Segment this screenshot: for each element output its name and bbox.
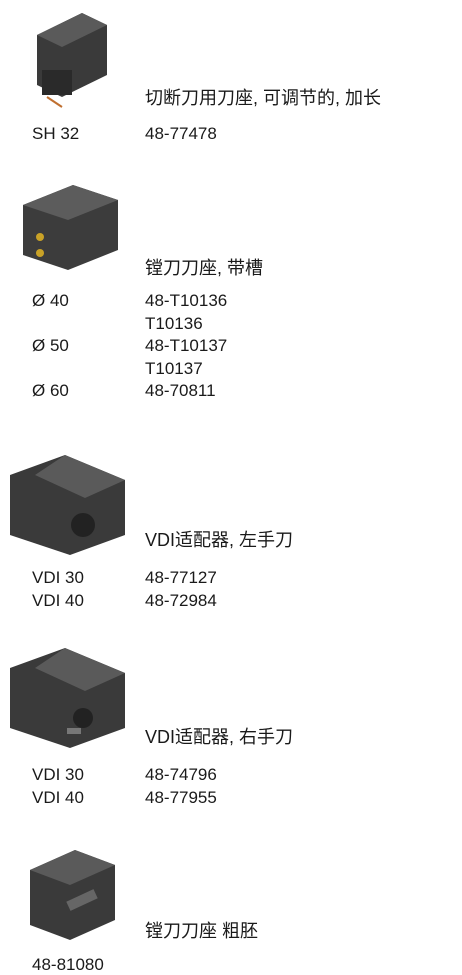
section-title: VDI适配器, 左手刀 bbox=[145, 530, 294, 550]
row-label: VDI 30 bbox=[32, 568, 84, 587]
section-title: 镗刀刀座, 带槽 bbox=[145, 258, 264, 278]
product-image bbox=[30, 850, 115, 940]
part-number: 48-77478 bbox=[145, 124, 217, 143]
part-number: 48-72984 bbox=[145, 590, 217, 610]
row-label: SH 32 bbox=[32, 124, 80, 143]
part-number: 48-T10136 bbox=[145, 291, 228, 310]
product-image bbox=[37, 13, 107, 108]
part-number: 48-77955 bbox=[145, 787, 217, 807]
part-number: T10137 bbox=[145, 358, 203, 378]
row-label: Ø 50 bbox=[32, 336, 69, 355]
row-label: VDI 40 bbox=[32, 787, 84, 807]
section-title: 切断刀用刀座, 可调节的, 加长 bbox=[145, 88, 382, 108]
row-label: 48-81080 bbox=[32, 955, 104, 974]
row-label: VDI 30 bbox=[32, 765, 84, 784]
part-number: T10136 bbox=[145, 313, 203, 333]
part-number: 48-70811 bbox=[145, 381, 216, 400]
product-image bbox=[10, 648, 125, 748]
product-image bbox=[10, 455, 125, 555]
part-number: 48-74796 bbox=[145, 765, 217, 784]
part-number: 48-T10137 bbox=[145, 336, 228, 355]
part-number: 48-77127 bbox=[145, 568, 217, 587]
row-label: Ø 60 bbox=[32, 381, 69, 400]
row-label: VDI 40 bbox=[32, 590, 84, 610]
section-title: 镗刀刀座 粗胚 bbox=[145, 921, 259, 941]
section-title: VDI适配器, 右手刀 bbox=[145, 727, 294, 747]
row-label: Ø 40 bbox=[32, 291, 69, 310]
product-image bbox=[23, 185, 118, 270]
